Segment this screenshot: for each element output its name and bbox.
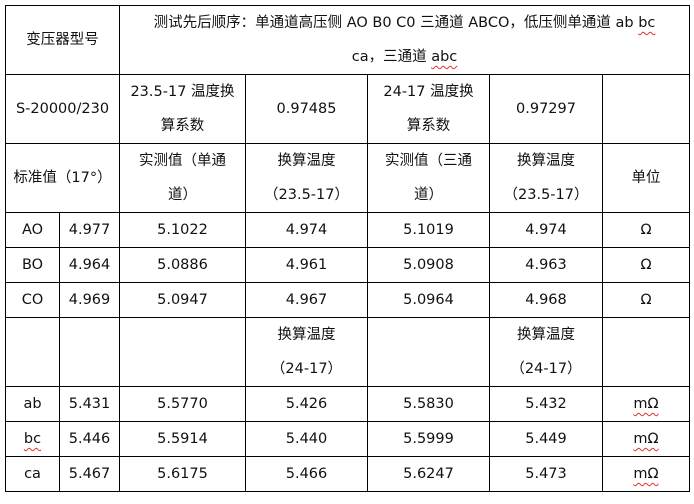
- cell: Ω: [602, 247, 690, 283]
- coefficient-row: S-20000/230 23.5-17 温度换 算系数 0.97485 24-17…: [5, 74, 690, 144]
- cell: 5.431: [59, 386, 120, 422]
- table-row: ab 5.431 5.5770 5.426 5.5830 5.432 mΩ: [5, 386, 690, 422]
- table-row: AO 4.977 5.1022 4.974 5.1019 4.974 Ω: [5, 212, 690, 248]
- cell: ca: [5, 456, 60, 492]
- model-value: S-20000/230: [5, 74, 120, 144]
- table-row: bc 5.446 5.5914 5.440 5.5999 5.449 mΩ: [5, 421, 690, 457]
- cell: 5.0908: [367, 247, 490, 283]
- cell: 5.1019: [367, 212, 490, 248]
- unit-header: 单位: [602, 143, 690, 213]
- cell: 5.6175: [119, 456, 246, 492]
- cell: bc: [5, 421, 60, 457]
- cell: mΩ: [602, 421, 690, 457]
- coef1-label: 23.5-17 温度换 算系数: [119, 74, 246, 144]
- cell: ab: [5, 386, 60, 422]
- cell: BO: [5, 247, 60, 283]
- table-row: ca 5.467 5.6175 5.466 5.6247 5.473 mΩ: [5, 456, 690, 492]
- cell: 5.446: [59, 421, 120, 457]
- cell: 5.5914: [119, 421, 246, 457]
- cell: 5.5770: [119, 386, 246, 422]
- empty-cell: [602, 317, 690, 387]
- low-side-header-row: 换算温度 （24-17） 换算温度 （24-17）: [5, 317, 690, 387]
- empty-cell: [59, 317, 120, 387]
- cell: 5.0886: [119, 247, 246, 283]
- cell: 4.969: [59, 282, 120, 318]
- model-label: 变压器型号: [5, 5, 120, 75]
- cell: 5.440: [245, 421, 368, 457]
- converted2-low-header: 换算温度 （24-17）: [489, 317, 603, 387]
- converted1-header: 换算温度 （23.5-17）: [245, 143, 368, 213]
- cell: 5.5830: [367, 386, 490, 422]
- cell: 5.6247: [367, 456, 490, 492]
- standard-label: 标准值（17°）: [5, 143, 120, 213]
- cell: 4.974: [489, 212, 603, 248]
- empty-cell: [5, 317, 60, 387]
- cell: 4.963: [489, 247, 603, 283]
- cell: 4.974: [245, 212, 368, 248]
- measured-three-header: 实测值（三通 道）: [367, 143, 490, 213]
- cell: 4.961: [245, 247, 368, 283]
- transformer-resistance-table: 变压器型号 测试先后顺序：单通道高压侧 AO B0 C0 三通道 ABCO，低压…: [5, 5, 690, 492]
- converted2-header: 换算温度 （23.5-17）: [489, 143, 603, 213]
- cell: CO: [5, 282, 60, 318]
- cell: 5.473: [489, 456, 603, 492]
- table-row: BO 4.964 5.0886 4.961 5.0908 4.963 Ω: [5, 247, 690, 283]
- cell: 4.977: [59, 212, 120, 248]
- test-order-note: 测试先后顺序：单通道高压侧 AO B0 C0 三通道 ABCO，低压侧单通道 a…: [119, 5, 690, 75]
- cell: 4.967: [245, 282, 368, 318]
- converted1-low-header: 换算温度 （24-17）: [245, 317, 368, 387]
- empty-cell: [602, 74, 690, 144]
- cell: 5.466: [245, 456, 368, 492]
- cell: AO: [5, 212, 60, 248]
- empty-cell: [119, 317, 246, 387]
- cell: mΩ: [602, 386, 690, 422]
- cell: Ω: [602, 282, 690, 318]
- cell: 5.432: [489, 386, 603, 422]
- coef2-label: 24-17 温度换 算系数: [367, 74, 490, 144]
- column-header-row: 标准值（17°） 实测值（单通 道） 换算温度 （23.5-17） 实测值（三通 道）…: [5, 143, 690, 213]
- cell: Ω: [602, 212, 690, 248]
- measured-single-header: 实测值（单通 道）: [119, 143, 246, 213]
- coef1-value: 0.97485: [245, 74, 368, 144]
- cell: mΩ: [602, 456, 690, 492]
- cell: 5.1022: [119, 212, 246, 248]
- cell: 5.0964: [367, 282, 490, 318]
- cell: 4.968: [489, 282, 603, 318]
- table-row: CO 4.969 5.0947 4.967 5.0964 4.968 Ω: [5, 282, 690, 318]
- cell: 5.0947: [119, 282, 246, 318]
- coef2-value: 0.97297: [489, 74, 603, 144]
- cell: 5.467: [59, 456, 120, 492]
- cell: 4.964: [59, 247, 120, 283]
- empty-cell: [367, 317, 490, 387]
- cell: 5.5999: [367, 421, 490, 457]
- cell: 5.449: [489, 421, 603, 457]
- cell: 5.426: [245, 386, 368, 422]
- header-row: 变压器型号 测试先后顺序：单通道高压侧 AO B0 C0 三通道 ABCO，低压…: [5, 5, 690, 75]
